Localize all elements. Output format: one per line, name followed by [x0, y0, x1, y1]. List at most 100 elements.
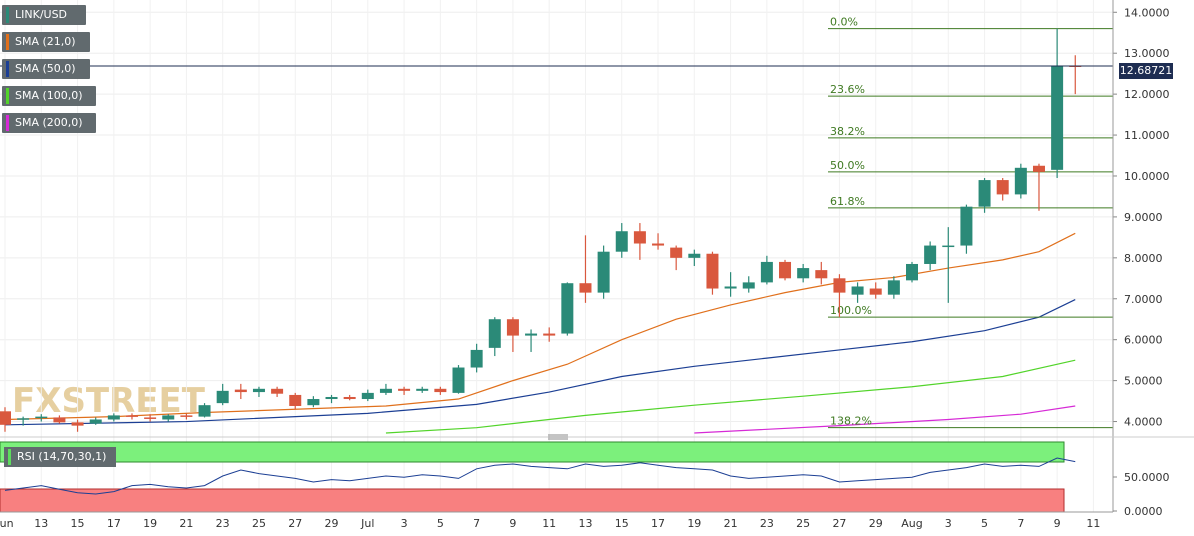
- fib-level-label: 23.6%: [830, 83, 865, 96]
- date-tick-label: 3: [401, 517, 408, 530]
- candle-body: [615, 231, 628, 252]
- price-tick-label: 5.0000: [1124, 375, 1163, 388]
- legend-swatch: [6, 115, 9, 131]
- date-tick-label: 15: [71, 517, 85, 530]
- date-tick-label: 23: [216, 517, 230, 530]
- fib-level-label: 138.2%: [830, 415, 872, 428]
- candle-body: [379, 388, 392, 393]
- legend-swatch: [6, 88, 9, 104]
- legend-item[interactable]: SMA (100,0): [2, 86, 96, 106]
- date-tick-label: 9: [509, 517, 516, 530]
- candle-body: [361, 392, 374, 400]
- date-tick-label: 29: [325, 517, 339, 530]
- legend-item[interactable]: SMA (200,0): [2, 113, 96, 133]
- candle-body: [579, 283, 592, 293]
- date-tick-label: 29: [869, 517, 883, 530]
- rsi-swatch: [8, 449, 11, 465]
- date-tick-label: 7: [473, 517, 480, 530]
- sma-line: [4, 299, 1076, 426]
- candle-body: [216, 390, 229, 404]
- date-tick-label: 21: [724, 517, 738, 530]
- candle-body: [107, 415, 120, 420]
- date-tick-label: 7: [1017, 517, 1024, 530]
- rsi-legend-item[interactable]: RSI (14,70,30,1): [4, 447, 116, 467]
- candle-body: [688, 253, 701, 258]
- sma-line: [385, 359, 1076, 434]
- date-tick-label: Aug: [901, 517, 922, 530]
- candle-body: [470, 349, 483, 368]
- fib-level-label: 100.0%: [830, 304, 872, 317]
- date-tick-label: 19: [687, 517, 701, 530]
- date-tick-label: 17: [651, 517, 665, 530]
- price-tick-label: 13.0000: [1124, 47, 1170, 60]
- candle-body: [506, 319, 519, 336]
- rsi-label: RSI (14,70,30,1): [17, 450, 107, 463]
- candle-body: [162, 415, 175, 420]
- candle-body: [706, 253, 719, 289]
- legend-label: SMA (200,0): [15, 116, 83, 129]
- price-tick-label: 11.0000: [1124, 129, 1170, 142]
- date-tick-label: 21: [179, 517, 193, 530]
- legend-item[interactable]: SMA (50,0): [2, 59, 90, 79]
- price-tick-label: 7.0000: [1124, 293, 1163, 306]
- date-tick-label: 5: [981, 517, 988, 530]
- date-tick-label: 19: [143, 517, 157, 530]
- candle-body: [851, 286, 864, 295]
- sma-line: [694, 405, 1076, 434]
- legend-label: SMA (21,0): [15, 35, 76, 48]
- sma-line: [4, 232, 1076, 421]
- legend-label: LINK/USD: [15, 8, 68, 21]
- candle-body: [724, 286, 737, 289]
- candle-body: [942, 245, 955, 248]
- candle-body: [252, 388, 265, 393]
- candle-body: [289, 394, 302, 406]
- date-tick-label: 11: [1086, 517, 1100, 530]
- legend-item[interactable]: SMA (21,0): [2, 32, 90, 52]
- rsi-oversold-zone: [0, 488, 1065, 513]
- candle-body: [960, 206, 973, 246]
- price-tick-label: 8.0000: [1124, 252, 1163, 265]
- price-tick-label: 10.0000: [1124, 170, 1170, 183]
- candle-body: [234, 389, 247, 393]
- fib-level-label: 50.0%: [830, 159, 865, 172]
- candle-body: [633, 231, 646, 244]
- candle-body: [0, 411, 11, 425]
- candle-body: [398, 388, 411, 391]
- candle-body: [71, 422, 84, 426]
- candle-body: [652, 243, 665, 246]
- date-tick-label: 5: [437, 517, 444, 530]
- price-tick-label: 6.0000: [1124, 334, 1163, 347]
- candle-body: [525, 333, 538, 336]
- legend-label: SMA (100,0): [15, 89, 83, 102]
- candle-body: [452, 367, 465, 393]
- price-tick-label: 4.0000: [1124, 416, 1163, 429]
- candle-body: [488, 319, 501, 348]
- candle-body: [597, 251, 610, 293]
- candle-body: [325, 396, 338, 400]
- last-price-tag: 12.68721: [1119, 63, 1173, 79]
- candle-body: [343, 396, 356, 400]
- candle-body: [887, 280, 900, 295]
- fib-level-label: 0.0%: [830, 16, 858, 29]
- candle-body: [561, 283, 574, 334]
- candle-body: [416, 388, 429, 391]
- date-tick-label: 27: [288, 517, 302, 530]
- candle-body: [434, 388, 447, 393]
- rsi-tick-label: 50.0000: [1124, 471, 1170, 484]
- legend-swatch: [6, 34, 9, 50]
- fib-level-label: 38.2%: [830, 125, 865, 138]
- rsi-line: [4, 457, 1076, 495]
- candle-body: [89, 419, 102, 424]
- candle-body: [543, 333, 556, 336]
- price-tick-label: 14.0000: [1124, 6, 1170, 19]
- candle-body: [924, 245, 937, 264]
- date-tick-label: 23: [760, 517, 774, 530]
- price-tick-label: 12.0000: [1124, 88, 1170, 101]
- candle-body: [53, 417, 66, 423]
- date-tick-label: 27: [832, 517, 846, 530]
- candle-body: [978, 180, 991, 207]
- legend-item[interactable]: LINK/USD: [2, 5, 86, 25]
- candle-body: [815, 270, 828, 279]
- candle-body: [906, 263, 918, 281]
